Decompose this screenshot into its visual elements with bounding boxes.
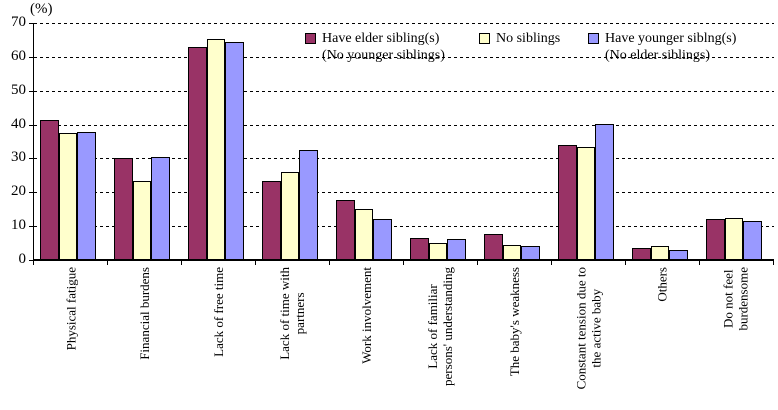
- x-axis-tick: [403, 261, 404, 265]
- category-label-3: Lack of free time: [210, 267, 226, 357]
- category-label-4: Lack of time with partners: [276, 267, 307, 360]
- y-axis-tick: [29, 192, 33, 193]
- bar-series2-cat1: [58, 133, 78, 260]
- y-tick-label-10: 10: [11, 217, 26, 233]
- category-label-6: Lack of familiar persons' understanding: [424, 267, 455, 386]
- bar-series3-cat2: [151, 157, 170, 260]
- bar-series2-cat2: [132, 181, 152, 260]
- legend-swatch-1: [305, 33, 316, 44]
- category-label-1: Physical fatigue: [62, 267, 78, 351]
- y-axis-tick: [29, 260, 33, 261]
- bar-series1-cat2: [114, 158, 133, 260]
- y-axis-tick: [29, 91, 33, 92]
- legend-label-1: Have elder sibling(s) (No younger siblin…: [322, 31, 445, 63]
- bar-series3-cat4: [299, 150, 318, 260]
- x-axis-line: [33, 259, 774, 261]
- legend-label-2: No siblings: [496, 31, 561, 46]
- gridline-30: [34, 158, 774, 159]
- x-axis-tick: [329, 261, 330, 265]
- bar-series1-cat7: [484, 233, 503, 260]
- x-axis-tick: [551, 261, 552, 265]
- x-axis-tick: [625, 261, 626, 265]
- x-axis-tick: [477, 261, 478, 265]
- y-tick-label-60: 60: [11, 48, 26, 64]
- y-tick-label-20: 20: [11, 183, 26, 199]
- legend-swatch-2: [479, 33, 490, 44]
- bar-series2-cat9: [650, 246, 670, 260]
- y-axis-tick: [29, 158, 33, 159]
- bar-series1-cat3: [188, 46, 207, 260]
- y-axis-tick: [29, 125, 33, 126]
- bar-series3-cat3: [225, 41, 244, 260]
- y-axis-tick: [29, 23, 33, 24]
- x-axis-tick: [255, 261, 256, 265]
- gridline-10: [34, 226, 774, 227]
- y-tick-label-0: 0: [18, 251, 27, 267]
- category-label-10: Do not feel burdensome: [720, 267, 751, 331]
- bar-series1-cat4: [262, 181, 281, 260]
- bar-series2-cat8: [576, 146, 596, 260]
- bar-series2-cat10: [724, 218, 744, 260]
- bar-series3-cat10: [743, 221, 762, 260]
- bar-series1-cat5: [336, 200, 355, 260]
- bar-series1-cat8: [558, 144, 577, 260]
- category-label-9: Others: [654, 267, 670, 302]
- gridline-20: [34, 192, 774, 193]
- x-axis-tick: [181, 261, 182, 265]
- bar-series2-cat5: [354, 208, 374, 260]
- y-tick-label-30: 30: [11, 149, 26, 165]
- y-axis-tick: [29, 57, 33, 58]
- bar-series3-cat7: [521, 245, 540, 260]
- legend-label-3: Have younger siblng(s) (No elder sibling…: [605, 31, 737, 63]
- bar-series3-cat1: [77, 132, 96, 260]
- x-axis-tick: [107, 261, 108, 265]
- bar-series3-cat8: [595, 123, 614, 260]
- category-label-2: Financial burdens: [136, 267, 152, 360]
- bar-series2-cat7: [502, 244, 522, 260]
- y-axis-line: [33, 23, 34, 260]
- y-tick-label-40: 40: [11, 116, 26, 132]
- category-label-5: Work involvement: [358, 267, 374, 364]
- x-axis-tick: [33, 261, 34, 265]
- bar-series1-cat10: [706, 219, 725, 260]
- bar-series3-cat6: [447, 238, 466, 260]
- bar-series2-cat4: [280, 171, 300, 260]
- bar-series3-cat9: [669, 249, 688, 260]
- gridline-40: [34, 125, 774, 126]
- gridline-50: [34, 91, 774, 92]
- y-tick-label-50: 50: [11, 82, 26, 98]
- category-label-7: The baby's weakness: [506, 267, 522, 377]
- y-axis-unit-label: (%): [30, 1, 53, 17]
- bar-series1-cat1: [40, 120, 59, 260]
- bar-series3-cat5: [373, 219, 392, 260]
- x-axis-tick: [699, 261, 700, 265]
- gridline-60: [34, 57, 774, 58]
- legend-swatch-3: [588, 33, 599, 44]
- y-axis-tick: [29, 226, 33, 227]
- bar-series1-cat9: [632, 247, 651, 260]
- x-axis-tick: [773, 261, 774, 265]
- category-label-8: Constant tension due to the active baby: [573, 267, 604, 390]
- bar-series1-cat6: [410, 237, 429, 260]
- y-tick-label-70: 70: [11, 14, 26, 30]
- bar-series2-cat6: [428, 243, 448, 260]
- bar-series2-cat3: [206, 39, 226, 260]
- gridline-70: [34, 23, 774, 24]
